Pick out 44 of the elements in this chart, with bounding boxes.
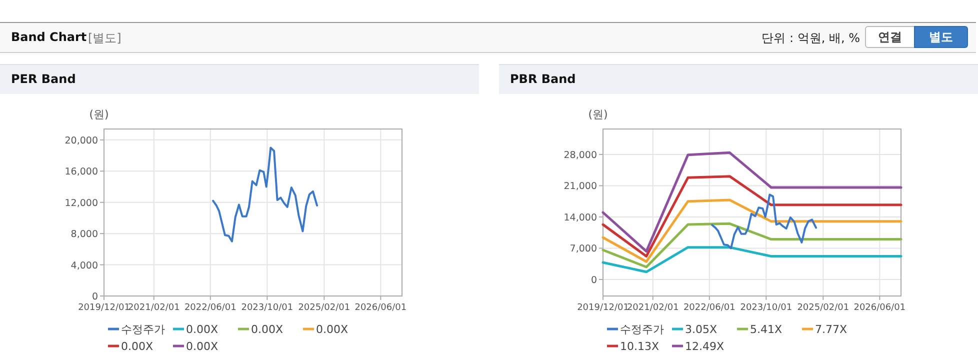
legend-label: 7.77X (815, 323, 848, 336)
chart-title: PER Band (0, 64, 479, 94)
legend-label: 3.05X (685, 323, 718, 336)
x-tick-label: 2021/02/01 (128, 303, 180, 313)
chart-title: PBR Band (499, 64, 978, 94)
x-tick-label: 2019/12/01 (577, 303, 629, 313)
legend-label: 0.00X (186, 340, 218, 353)
y-tick-label: 12,000 (64, 198, 98, 209)
y-tick-label: 16,000 (64, 166, 98, 178)
x-tick-label: 2023/10/01 (740, 303, 792, 313)
y-tick-label: 14,000 (564, 212, 597, 224)
y-tick-label: 0 (92, 292, 98, 302)
legend-label: 수정주가 (620, 323, 664, 336)
y-axis-title: (원) (89, 108, 109, 121)
legend-label: 5.41X (750, 323, 782, 336)
x-tick-label: 2025/02/01 (298, 303, 350, 313)
y-tick-label: 4,000 (70, 260, 98, 272)
text: 단위 : 억원, 배, % (762, 30, 860, 47)
legend-label: 0.00X (316, 323, 348, 336)
x-tick-label: 2022/06/01 (683, 303, 736, 313)
y-tick-label: 28,000 (564, 150, 597, 161)
legend-label: 수정주가 (121, 323, 165, 336)
legend-label: 10.13X (620, 340, 660, 353)
x-tick-label: 2025/02/01 (797, 303, 850, 313)
x-tick-label: 2026/06/01 (854, 303, 906, 313)
text: Band Chart (11, 30, 87, 44)
x-tick-label: 2021/02/01 (626, 303, 679, 313)
x-tick-label: 2026/06/01 (354, 303, 407, 313)
y-axis-title: (원) (588, 108, 608, 121)
y-tick-label: 0 (590, 274, 597, 286)
legend-label: 0.00X (121, 340, 154, 353)
y-tick-label: 7,000 (570, 244, 597, 255)
text: 별도 (914, 26, 968, 48)
y-tick-label: 8,000 (70, 229, 98, 240)
text: [별도] (88, 30, 122, 47)
x-tick-label: 2023/10/01 (241, 303, 294, 313)
x-tick-label: 2019/12/01 (78, 303, 130, 313)
legend-label: 12.49X (685, 340, 724, 353)
text: 연결 (865, 26, 915, 48)
x-tick-label: 2022/06/01 (184, 303, 236, 313)
legend-label: 0.00X (251, 323, 284, 336)
y-tick-label: 21,000 (564, 181, 597, 192)
y-tick-label: 20,000 (64, 135, 98, 146)
legend-label: 0.00X (186, 323, 218, 336)
